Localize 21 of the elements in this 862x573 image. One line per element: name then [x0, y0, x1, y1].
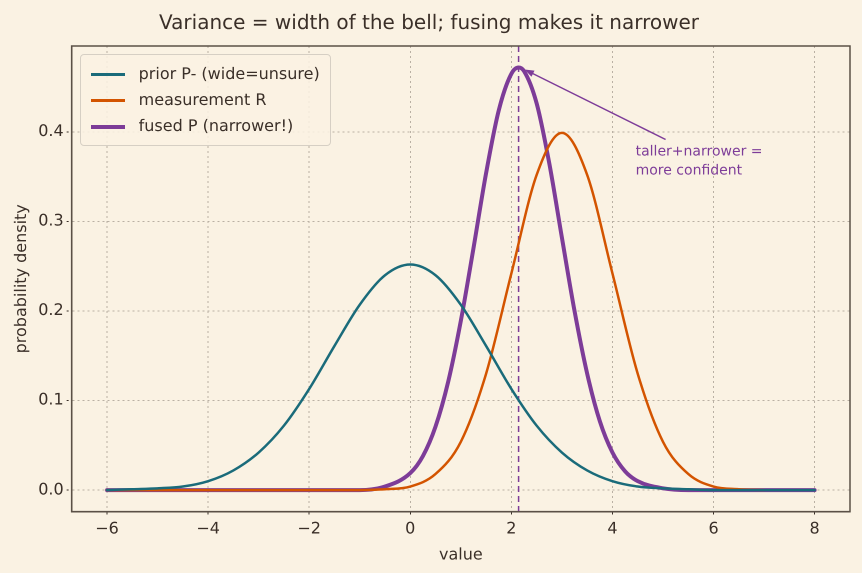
y-tick-label: 0.1	[38, 390, 64, 409]
chart-title: Variance = width of the bell; fusing makes it narrower	[159, 10, 700, 34]
x-tick-label: 0	[405, 518, 416, 538]
x-axis-title: value	[438, 544, 483, 564]
x-tick-label: 6	[708, 518, 719, 538]
y-tick-label: 0.0	[38, 479, 64, 498]
x-tick-label: −6	[95, 518, 119, 538]
x-tick-label: −4	[196, 518, 220, 538]
x-tick-label: 8	[810, 518, 820, 538]
y-axis-title: probability density	[10, 204, 30, 354]
legend-label: fused P (narrower!)	[138, 116, 294, 135]
x-tick-label: −2	[297, 518, 321, 538]
y-tick-label: 0.2	[38, 300, 64, 320]
x-tick-label: 2	[506, 518, 516, 538]
line-series	[106, 263, 816, 492]
annotation: taller+narrower = more confident	[636, 143, 763, 178]
x-tick-label: 4	[607, 518, 618, 538]
legend-label: prior P- (wide=unsure)	[138, 64, 320, 83]
legend-label: measurement R	[138, 90, 266, 109]
y-tick-label: 0.3	[38, 210, 64, 230]
y-tick-label: 0.4	[38, 121, 64, 140]
